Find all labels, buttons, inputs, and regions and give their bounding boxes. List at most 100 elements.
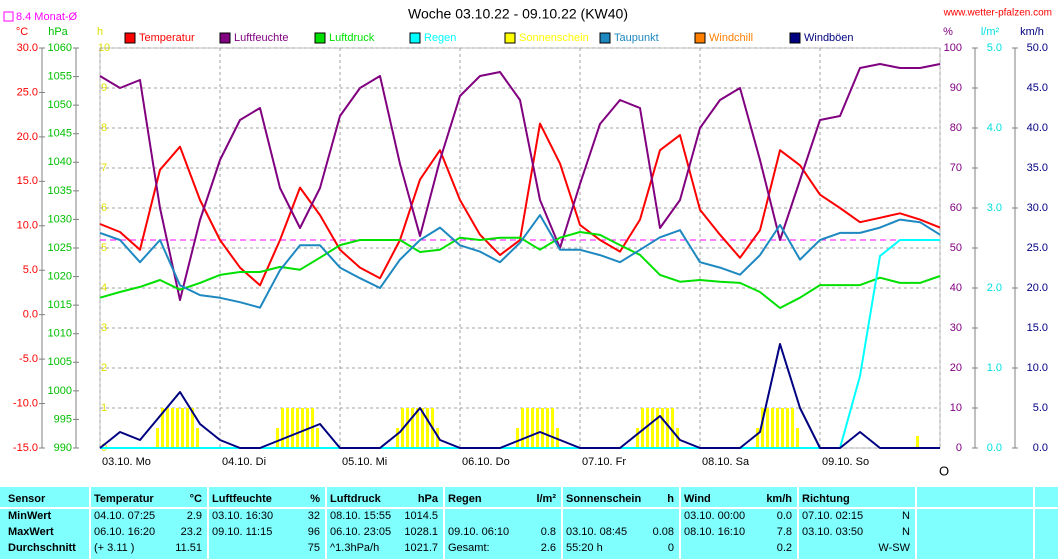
y-tick-label: 40.0	[1027, 122, 1048, 134]
sunshine-bar	[191, 408, 194, 448]
sunshine-bar	[656, 408, 659, 448]
y-tick-label: 990	[54, 442, 72, 454]
corner-mark: O	[939, 463, 949, 478]
y-tick-label: 0	[956, 442, 962, 454]
series-line	[99, 214, 941, 309]
legend-swatch	[599, 32, 611, 44]
y-tick-label: 90	[950, 82, 962, 94]
table-cell: Sonnenschein	[566, 493, 641, 505]
sunshine-bar	[766, 408, 769, 448]
table-cell: 09.10. 11:15	[212, 526, 272, 538]
table-cell: 03.10. 16:30	[212, 510, 273, 522]
table-cell: Regen	[448, 493, 482, 505]
sunshine-bar	[171, 408, 174, 448]
y-tick-label: 35.0	[1027, 162, 1048, 174]
legend-label: Luftdruck	[329, 32, 375, 44]
sunshine-bar	[546, 408, 549, 448]
x-tick-label: 07.10. Fr	[582, 456, 626, 468]
table-cell: 06.10. 16:20	[94, 526, 155, 538]
table-cell: Luftdruck	[330, 493, 382, 505]
sunshine-bar	[181, 408, 184, 448]
y-tick-label: 10.0	[17, 220, 38, 232]
y-tick-label: 4	[101, 282, 107, 294]
axis-unit: %	[943, 26, 953, 38]
source: www.wetter-pfalzen.com	[943, 8, 1052, 19]
legend-swatch	[314, 32, 326, 44]
sunshine-bar	[551, 408, 554, 448]
table-cell: 0.2	[777, 542, 792, 554]
sunshine-bar	[651, 408, 654, 448]
sunshine-bar	[771, 408, 774, 448]
sunshine-bar	[796, 428, 799, 448]
y-tick-label: 50.0	[1027, 42, 1048, 54]
y-tick-label: 45.0	[1027, 82, 1048, 94]
reference-name: Monat-Ø	[34, 11, 77, 23]
y-tick-label: 70	[950, 162, 962, 174]
y-tick-label: 5.0	[23, 264, 38, 276]
x-tick-label: 09.10. So	[822, 456, 869, 468]
y-tick-label: 25.0	[17, 86, 38, 98]
series-line	[99, 63, 941, 301]
axis-unit: l/m²	[981, 26, 1000, 38]
y-tick-label: 0.0	[1033, 442, 1048, 454]
y-tick-label: 1015	[48, 299, 72, 311]
sunshine-bar	[786, 408, 789, 448]
table-cell: 09.10. 06:10	[448, 526, 509, 538]
sunshine-bar	[291, 408, 294, 448]
x-tick-label: 05.10. Mi	[342, 456, 387, 468]
y-tick-label: 9	[101, 82, 107, 94]
sunshine-bar	[756, 428, 759, 448]
y-tick-label: 80	[950, 122, 962, 134]
table-cell: 2.6	[541, 542, 556, 554]
legend-label: Windchill	[709, 32, 753, 44]
table-cell: 0	[668, 542, 674, 554]
sunshine-bar	[671, 408, 674, 448]
y-tick-label: 1	[101, 402, 107, 414]
y-tick-label: 10	[950, 402, 962, 414]
y-tick-label: 1025	[48, 242, 72, 254]
y-tick-label: 40	[950, 282, 962, 294]
sunshine-bar	[421, 408, 424, 448]
table-cell: Durchschnitt	[8, 542, 76, 554]
table-cell: 0.0	[777, 510, 792, 522]
table-cell: 0.08	[653, 526, 674, 538]
table-cell: 07.10. 02:15	[802, 510, 863, 522]
y-tick-label: 4.0	[987, 122, 1002, 134]
y-tick-label: 1030	[48, 213, 72, 225]
table-cell: Sensor	[8, 493, 46, 505]
legend-label: Windböen	[804, 32, 854, 44]
axis-unit: h	[97, 26, 103, 38]
sunshine-bar	[781, 408, 784, 448]
table-cell: 03.10. 00:00	[684, 510, 745, 522]
legend-label: Regen	[424, 32, 456, 44]
table-cell: 04.10. 07:25	[94, 510, 155, 522]
reference-label: 8.4 Monat-Ø	[16, 11, 78, 23]
y-tick-label: 0.0	[23, 309, 38, 321]
sunshine-bar	[516, 428, 519, 448]
sunshine-bar	[301, 408, 304, 448]
sunshine-bar	[411, 408, 414, 448]
table-cell: Luftfeuchte	[212, 493, 272, 505]
y-tick-label: -15.0	[13, 442, 38, 454]
table-cell: km/h	[766, 493, 792, 505]
table-cell: 08.10. 15:55	[330, 510, 391, 522]
table-cell: l/m²	[536, 493, 556, 505]
chart-title: Woche 03.10.22 - 09.10.22 (KW40)	[408, 6, 628, 22]
table-cell: Wind	[684, 493, 711, 505]
table-cell: 96	[308, 526, 320, 538]
sunshine-bar	[166, 408, 169, 448]
sunshine-bar	[396, 428, 399, 448]
sunshine-bar	[776, 408, 779, 448]
y-tick-label: 5.0	[987, 42, 1002, 54]
y-tick-label: 15.0	[1027, 322, 1048, 334]
table-cell: (+ 3.11 )	[94, 542, 134, 554]
series-line	[99, 343, 940, 449]
legend-label: Sonnenschein	[519, 32, 589, 44]
sunshine-bar	[666, 408, 669, 448]
sunshine-bar	[316, 428, 319, 448]
sunshine-bar	[156, 428, 159, 448]
legend-label: Taupunkt	[614, 32, 659, 44]
reference-value: 8.4	[16, 11, 31, 23]
table-cell: Richtung	[802, 493, 850, 505]
